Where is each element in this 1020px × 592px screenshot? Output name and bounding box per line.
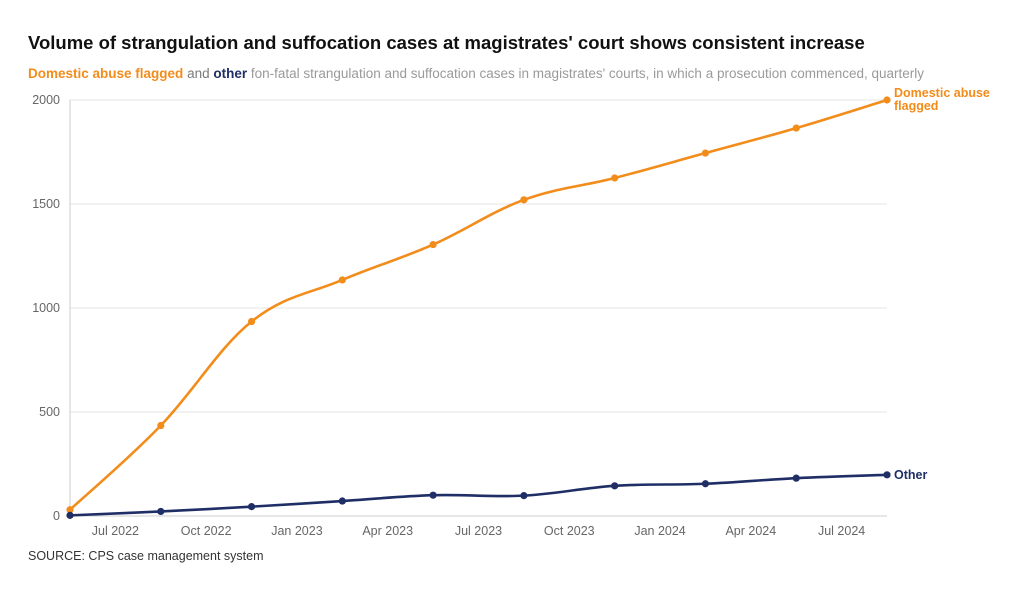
y-tick-label: 1000 [32,301,60,315]
x-tick-label: Jul 2022 [92,524,139,538]
subtitle-series-domestic: Domestic abuse flagged [28,66,184,81]
data-point-other [701,480,710,488]
x-tick-label: Jan 2023 [271,524,322,538]
data-point-domestic [247,317,256,326]
data-point-other [883,471,891,479]
x-tick-label: Oct 2022 [181,524,232,538]
subtitle-series-other: other [213,66,248,81]
data-point-domestic [611,174,619,182]
data-point-domestic [520,196,528,204]
source-note: SOURCE: CPS case management system [28,549,264,563]
x-tick-label: Jul 2024 [818,524,865,538]
data-point-other [157,507,165,516]
x-tick-label: Apr 2023 [362,524,413,538]
x-tick-label: Oct 2023 [544,524,595,538]
data-point-domestic [792,124,800,132]
data-point-domestic [338,276,346,284]
data-point-domestic [701,149,710,157]
y-tick-label: 500 [39,405,60,419]
data-point-domestic [66,506,74,514]
subtitle-and: and [187,66,210,81]
series-label-domestic: flagged [894,99,938,113]
chart-title: Volume of strangulation and suffocation … [28,32,865,53]
data-point-other [338,497,346,505]
y-tick-label: 2000 [32,93,60,107]
x-tick-label: Jul 2023 [455,524,502,538]
y-tick-label: 1500 [32,197,60,211]
data-point-other [520,492,528,500]
data-point-other [429,491,437,499]
data-point-other [611,482,619,490]
series-label-other: Other [894,468,927,482]
data-point-domestic [429,240,437,249]
y-tick-label: 0 [53,509,60,523]
data-point-other [792,474,800,482]
subtitle-description: fon-fatal strangulation and suffocation … [250,66,925,81]
x-tick-label: Apr 2024 [725,524,776,538]
data-point-domestic [157,421,165,430]
chart-subtitle: Domestic abuse flagged and other fon-fat… [28,66,924,81]
data-point-other [66,511,74,519]
series-label-domestic: Domestic abuse [894,86,990,100]
data-point-other [247,503,256,511]
series-line-other [68,473,889,517]
series-line-domestic [68,98,889,512]
data-point-domestic [883,96,891,104]
x-tick-label: Jan 2024 [634,524,685,538]
